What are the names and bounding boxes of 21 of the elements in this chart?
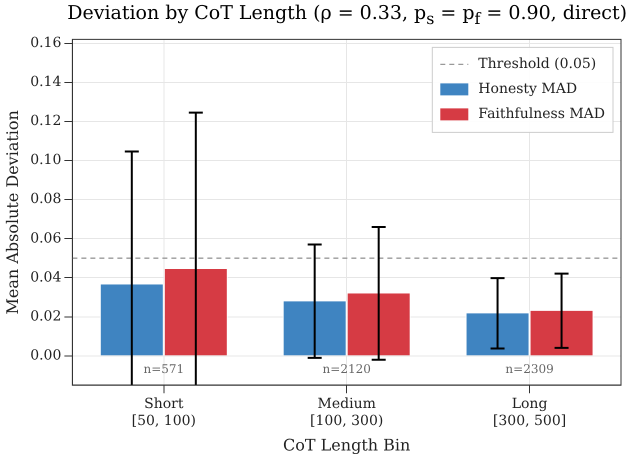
y-tick-label: 0.02	[30, 308, 62, 324]
x-tick-label: Medium [100, 300)	[310, 396, 384, 430]
y-axis-title: Mean Absolute Deviation	[2, 110, 22, 314]
y-tick-label: 0.16	[30, 34, 62, 51]
y-tick-label: 0.12	[30, 113, 62, 130]
chart-title: Deviation by CoT Length (ρ = 0.33, p$_{s}$ = p$_{f}$ = 0.90, direct)	[66, 2, 628, 28]
legend-label: Honesty MAD	[478, 81, 578, 98]
y-tick-label: 0.10	[30, 152, 62, 168]
y-tick-label: 0.00	[30, 348, 62, 364]
annotation: n=2309	[505, 362, 554, 376]
legend-label: Faithfulness MAD	[478, 106, 606, 122]
annotation: n=2120	[322, 362, 371, 376]
x-tick-label: Long [300, 500]	[492, 396, 566, 430]
legend-label: Threshold (0.05)	[478, 56, 596, 72]
y-tick-label: 0.06	[30, 230, 62, 246]
annotation: n=571	[143, 362, 184, 376]
y-tick-label: 0.08	[30, 191, 62, 208]
x-tick-label: Short [50, 100)	[132, 396, 196, 430]
y-tick-label: 0.14	[30, 74, 62, 90]
y-tick-label: 0.04	[30, 269, 62, 286]
x-axis-title: CoT Length Bin	[283, 436, 410, 455]
